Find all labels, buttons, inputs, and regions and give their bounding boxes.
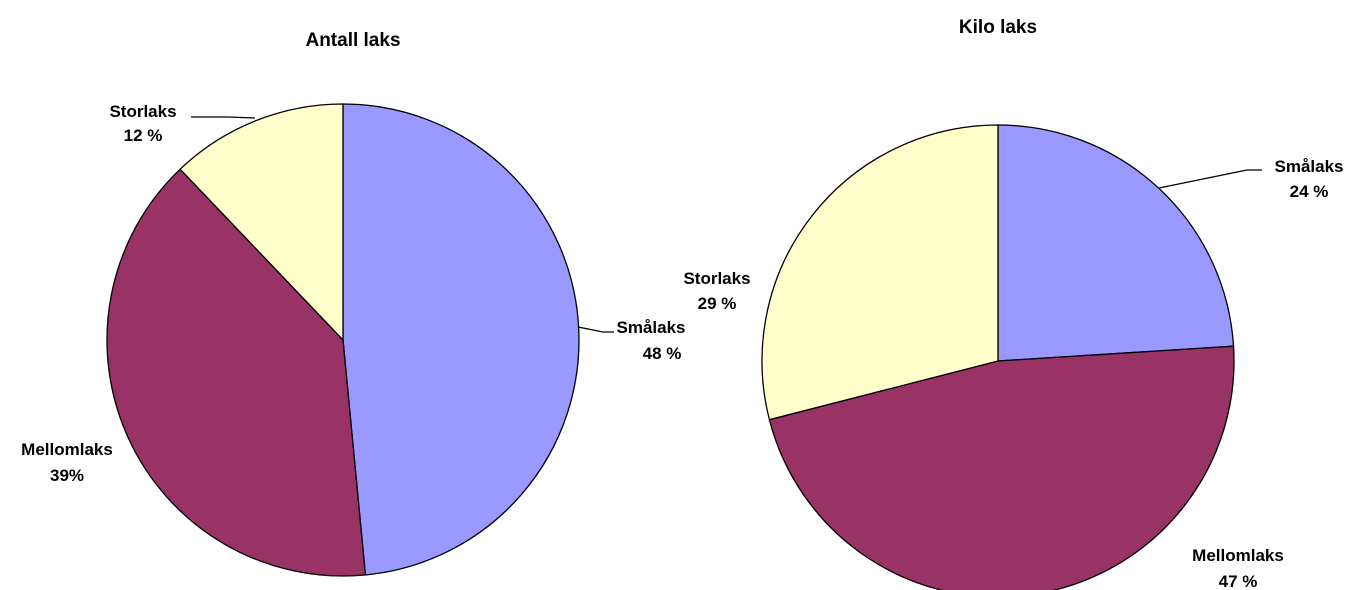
- chart-title: Kilo laks: [959, 17, 1037, 38]
- slice-label-name: Smålaks: [1275, 157, 1344, 176]
- slice-label-name: Mellomlaks: [1192, 546, 1284, 565]
- slice-label-name: Mellomlaks: [21, 440, 113, 459]
- slice-label-value: 12 %: [124, 126, 163, 145]
- slice-label-name: Storlaks: [109, 102, 176, 121]
- pie-chart-kilo-laks: Kilo laks Smålaks 24 % Mellomlaks 47 % S…: [683, 17, 1344, 590]
- slice-label-name: Storlaks: [683, 269, 750, 288]
- slice-label-value: 48 %: [643, 344, 682, 363]
- pie-chart-antall-laks: Antall laks Smålaks 48 % Mellomlaks 39% …: [21, 30, 686, 577]
- slice-label-value: 47 %: [1219, 572, 1258, 590]
- slice-label-value: 39%: [50, 466, 84, 485]
- pie-slice-mellomlaks: [106, 168, 367, 577]
- pie-slice-storlaks: [179, 103, 344, 342]
- chart-title: Antall laks: [305, 30, 400, 51]
- slice-label-value: 24 %: [1290, 182, 1329, 201]
- label-leader-line: [191, 116, 256, 119]
- pie-slice-smalaks: [997, 124, 1235, 362]
- pie-slice-smalaks: [342, 103, 580, 576]
- pie-slice-mellomlaks: [768, 345, 1235, 590]
- label-leader-line: [577, 326, 614, 333]
- slice-label-value: 29 %: [698, 294, 737, 313]
- slice-label-name: Smålaks: [617, 318, 686, 337]
- label-leader-line: [1158, 169, 1262, 189]
- pie-slice-storlaks: [761, 124, 999, 421]
